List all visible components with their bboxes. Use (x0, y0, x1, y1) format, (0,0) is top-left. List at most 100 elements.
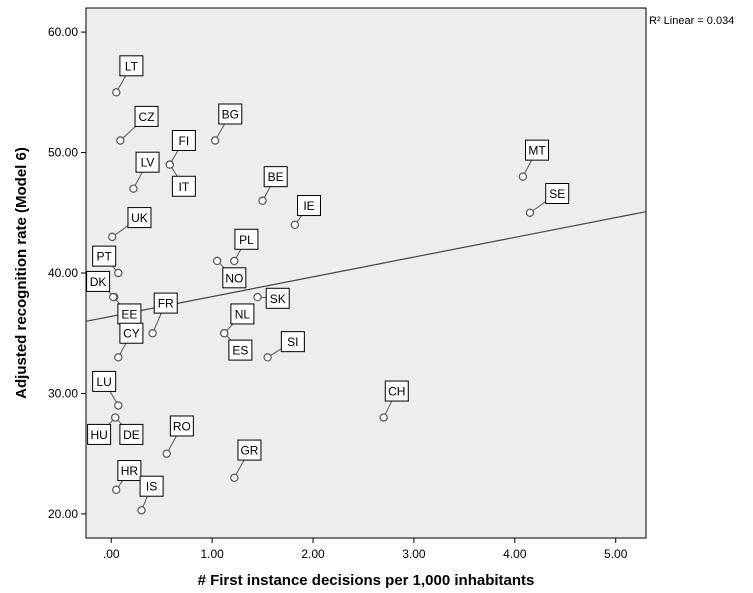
point-label: DK (90, 275, 107, 289)
point-marker (108, 232, 117, 242)
point-uk: UK (108, 207, 152, 242)
point-label: MT (528, 144, 546, 158)
label-box (86, 270, 111, 292)
point-marker (525, 208, 535, 217)
point-marker (263, 353, 272, 362)
x-tick-label: 2.00 (301, 547, 325, 561)
point-label: SI (287, 335, 298, 349)
point-label: CH (388, 385, 405, 399)
label-box (525, 139, 550, 161)
point-label: IE (303, 199, 314, 213)
point-marker (230, 256, 239, 266)
point-ch: CH (379, 380, 409, 422)
point-be: BE (258, 166, 288, 205)
point-mt: MT (518, 139, 550, 181)
label-box (230, 303, 255, 325)
point-marker (116, 136, 125, 145)
point-label: SK (270, 292, 286, 306)
label-box (87, 423, 112, 445)
label-box (127, 207, 152, 229)
data-points: LT CZ BG FI IT LV MT BE SE IE UK PL PT NO DK SK FR EE NL CY… (86, 55, 570, 515)
point-label: GR (240, 444, 258, 458)
point-fr: FR (148, 292, 178, 338)
point-marker (212, 256, 222, 266)
point-si: SI (263, 331, 305, 362)
point-nl: NL (220, 303, 255, 338)
point-marker (253, 292, 262, 302)
point-marker (148, 329, 157, 338)
label-box (119, 423, 144, 445)
point-marker (129, 184, 138, 193)
point-cy: CY (114, 322, 144, 362)
point-label: FR (158, 297, 174, 311)
point-marker (111, 413, 120, 422)
point-marker (109, 292, 118, 302)
point-ie: IE (290, 195, 321, 230)
label-box (218, 103, 243, 125)
x-tick-label: 3.00 (402, 547, 426, 561)
point-marker (290, 220, 300, 230)
point-pl: PL (230, 228, 259, 266)
point-lv: LV (129, 151, 160, 193)
label-box (237, 439, 262, 461)
point-sk: SK (253, 287, 290, 309)
point-label: BE (268, 170, 284, 184)
point-pt: PT (92, 245, 123, 278)
point-marker (210, 136, 220, 145)
label-box (171, 175, 196, 197)
point-label: PL (239, 233, 254, 247)
point-it: IT (165, 160, 196, 197)
label-box (119, 55, 144, 77)
y-axis-title: Adjusted recognition rate (Model 6) (13, 147, 30, 399)
point-marker (518, 172, 528, 181)
point-label: UK (131, 211, 148, 225)
point-marker (137, 506, 146, 515)
point-is: IS (137, 475, 164, 515)
fit-line (85, 211, 647, 322)
label-box (222, 267, 247, 289)
axis-ticks: .00 1.00 2.00 3.00 4.00 5.00 20.00 30.00 40.00 50… (48, 25, 628, 561)
label-box (169, 415, 194, 437)
point-marker (114, 353, 123, 362)
point-label: EE (121, 307, 137, 321)
point-lt: LT (112, 55, 144, 97)
point-label: PT (96, 250, 112, 264)
point-label: RO (173, 419, 191, 433)
label-box (92, 245, 117, 267)
label-box (280, 331, 305, 353)
label-box (545, 183, 570, 204)
x-axis-title: # First instance decisions per 1,000 inh… (198, 572, 535, 589)
point-es: ES (220, 329, 253, 361)
point-label: LT (125, 59, 139, 73)
label-box (234, 228, 259, 250)
point-label: IT (179, 180, 190, 194)
point-ro: RO (162, 415, 194, 458)
point-gr: GR (230, 439, 262, 482)
point-marker (258, 196, 267, 205)
label-box (119, 322, 144, 344)
point-label: CY (123, 327, 140, 341)
label-box (117, 460, 142, 482)
point-marker (220, 329, 229, 338)
point-marker (112, 485, 121, 495)
y-tick-label: 30.00 (48, 386, 78, 400)
label-box (263, 166, 288, 188)
x-tick-label: .00 (103, 547, 120, 561)
point-marker (114, 401, 123, 410)
point-label: FI (179, 134, 190, 148)
point-bg: BG (210, 103, 243, 145)
point-marker (114, 268, 123, 278)
y-tick-label: 50.00 (48, 146, 78, 160)
label-box (265, 287, 290, 309)
y-tick-label: 40.00 (48, 266, 78, 280)
point-cz: CZ (116, 105, 159, 145)
point-label: DE (123, 428, 140, 442)
y-tick-label: 20.00 (48, 507, 78, 521)
point-de: DE (111, 413, 144, 445)
point-label: SE (549, 187, 565, 201)
label-box (171, 130, 196, 151)
y-tick-label: 60.00 (48, 25, 78, 39)
point-lu: LU (92, 370, 123, 410)
label-box (228, 339, 253, 361)
